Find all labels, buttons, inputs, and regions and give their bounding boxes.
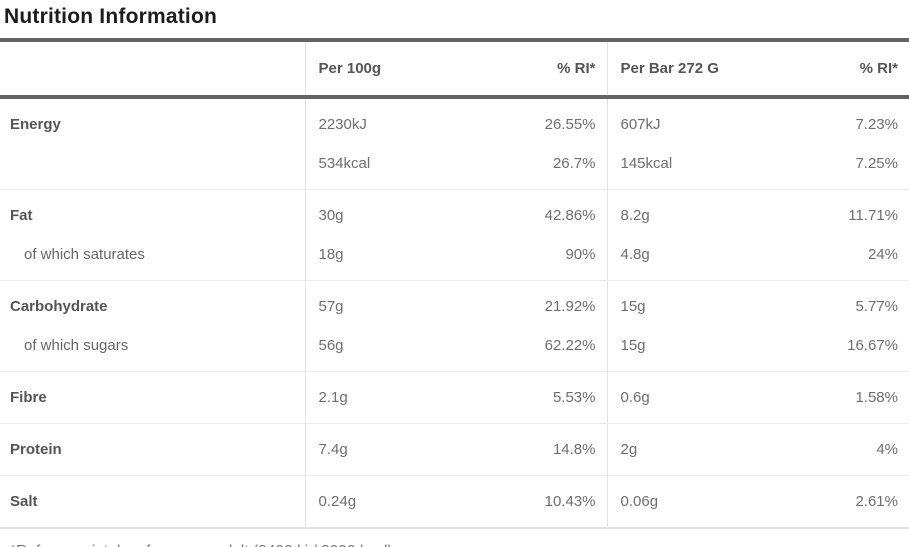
row-sublabel: of which saturates (24, 246, 145, 263)
group-protein: Protein 7.4g 14.8% 2g 4% (0, 423, 909, 476)
cell-per-100g: 30g (304, 189, 455, 235)
cell-per-bar: 0.6g (606, 371, 757, 424)
nutrition-table: Per 100g % RI* Per Bar 272 G % RI* Energ… (0, 38, 909, 529)
cell-per-bar: 8.2g (606, 189, 757, 235)
table-row: Fibre 2.1g 5.53% 0.6g 1.58% (0, 371, 909, 424)
cell-ri-bar: 16.67% (847, 337, 898, 354)
cell-ri-100g: 14.8% (552, 441, 596, 458)
table-row: Energy 2230kJ 26.55% 607kJ 7.23% (0, 97, 909, 144)
cell-per-bar: 4.8g (606, 235, 757, 281)
group-salt: Salt 0.24g 10.43% 0.06g 2.61% (0, 475, 909, 528)
cell-ri-100g: 26.55% (544, 116, 596, 133)
header-row: Per 100g % RI* Per Bar 272 G % RI* (0, 38, 909, 99)
cell-ri-100g: 10.43% (544, 493, 596, 510)
group-fat: Fat 30g 42.86% 8.2g 11.71% of which satu… (0, 189, 909, 281)
row-label: Fibre (10, 389, 47, 406)
table-header: Per 100g % RI* Per Bar 272 G % RI* (0, 38, 909, 99)
cell-ri-100g: 21.92% (544, 298, 596, 315)
header-ri-per-100g: % RI* (455, 38, 607, 99)
header-per-bar: Per Bar 272 G (606, 38, 757, 99)
cell-per-bar: 145kcal (606, 144, 757, 190)
table-row: of which saturates 18g 90% 4.8g 24% (0, 235, 909, 281)
cell-ri-100g: 5.53% (552, 389, 596, 406)
cell-per-100g: 18g (304, 235, 455, 281)
cell-per-100g: 7.4g (304, 423, 455, 476)
page-title: Nutrition Information (4, 5, 218, 28)
cell-ri-bar: 7.25% (855, 155, 898, 172)
cell-per-100g: 0.24g (304, 475, 455, 528)
cell-ri-100g: 26.7% (552, 155, 596, 172)
header-blank (0, 38, 305, 99)
cell-per-100g: 57g (304, 280, 455, 326)
group-fibre: Fibre 2.1g 5.53% 0.6g 1.58% (0, 371, 909, 424)
cell-ri-100g: 62.22% (544, 337, 596, 354)
cell-per-100g: 2230kJ (304, 97, 455, 144)
row-label: Energy (10, 116, 61, 133)
cell-ri-bar: 7.23% (855, 116, 898, 133)
header-ri-per-bar: % RI* (757, 38, 909, 99)
cell-ri-100g: 90% (565, 246, 596, 263)
row-label: Carbohydrate (10, 298, 108, 315)
table-row: Salt 0.24g 10.43% 0.06g 2.61% (0, 475, 909, 528)
table-row: Carbohydrate 57g 21.92% 15g 5.77% (0, 280, 909, 326)
cell-per-bar: 0.06g (606, 475, 757, 528)
cell-ri-bar: 1.58% (855, 389, 898, 406)
cell-per-bar: 2g (606, 423, 757, 476)
table-row: Fat 30g 42.86% 8.2g 11.71% (0, 189, 909, 235)
row-label (0, 144, 305, 190)
cell-ri-bar: 2.61% (855, 493, 898, 510)
cell-per-100g: 534kcal (304, 144, 455, 190)
header-per-100g: Per 100g (304, 38, 455, 99)
reference-intake-footnote: *Reference intake of average adult (8400… (0, 529, 909, 547)
row-label: Protein (10, 441, 62, 458)
table-row: Protein 7.4g 14.8% 2g 4% (0, 423, 909, 476)
cell-ri-bar: 4% (876, 441, 898, 458)
table-row: of which sugars 56g 62.22% 15g 16.67% (0, 326, 909, 372)
group-carbohydrate: Carbohydrate 57g 21.92% 15g 5.77% of whi… (0, 280, 909, 372)
row-sublabel: of which sugars (24, 337, 129, 354)
cell-per-100g: 2.1g (304, 371, 455, 424)
cell-ri-100g: 42.86% (544, 207, 596, 224)
row-label: Salt (10, 493, 38, 510)
cell-per-100g: 56g (304, 326, 455, 372)
cell-ri-bar: 11.71% (848, 207, 898, 224)
cell-ri-bar: 5.77% (855, 298, 898, 315)
cell-ri-bar: 24% (867, 246, 898, 263)
cell-per-bar: 15g (606, 280, 757, 326)
cell-per-bar: 607kJ (606, 97, 757, 144)
row-label: Fat (10, 207, 33, 224)
table-row: 534kcal 26.7% 145kcal 7.25% (0, 144, 909, 190)
group-energy: Energy 2230kJ 26.55% 607kJ 7.23% 534kcal… (0, 97, 909, 190)
cell-per-bar: 15g (606, 326, 757, 372)
